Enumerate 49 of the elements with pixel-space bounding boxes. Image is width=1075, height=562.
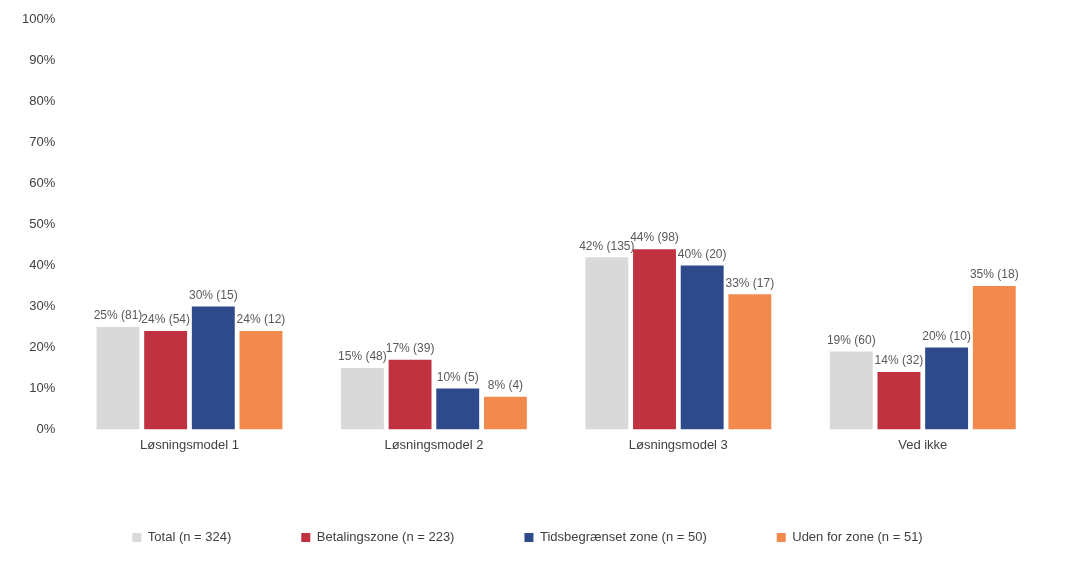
y-tick-label: 30% xyxy=(29,298,56,314)
bar xyxy=(972,286,1016,430)
bar xyxy=(829,351,873,430)
x-tick-label: Løsningsmodel 1 xyxy=(139,436,239,452)
y-tick-label: 70% xyxy=(29,134,56,150)
bar xyxy=(877,372,921,430)
data-label: 35% (18) xyxy=(969,267,1019,282)
legend-label: Total (n = 324) xyxy=(147,529,232,545)
data-label: 24% (12) xyxy=(236,312,286,327)
y-tick-label: 100% xyxy=(22,11,56,27)
bar xyxy=(585,257,629,430)
bar xyxy=(239,331,283,430)
y-tick-label: 0% xyxy=(36,420,56,436)
data-label: 15% (48) xyxy=(338,349,387,364)
x-tick-label: Løsningsmodel 2 xyxy=(384,436,484,452)
data-label: 8% (4) xyxy=(487,377,524,392)
data-label: 25% (81) xyxy=(93,308,143,323)
data-label: 14% (32) xyxy=(874,353,924,368)
data-label: 30% (15) xyxy=(188,287,238,302)
data-label: 40% (20) xyxy=(677,246,727,261)
bar xyxy=(728,294,772,430)
bar xyxy=(436,388,480,430)
bar xyxy=(340,367,384,430)
legend-label: Tidsbegrænset zone (n = 50) xyxy=(539,529,707,545)
legend-label: Betalingszone (n = 223) xyxy=(316,529,455,545)
data-label: 10% (5) xyxy=(436,369,479,384)
x-tick-label: Ved ikke xyxy=(898,436,948,452)
data-label: 19% (60) xyxy=(826,332,876,347)
bar xyxy=(925,347,969,430)
y-tick-label: 60% xyxy=(29,175,56,191)
bar xyxy=(144,331,188,430)
bar xyxy=(191,306,235,430)
data-label: 33% (17) xyxy=(725,275,775,290)
y-tick-label: 90% xyxy=(29,52,56,68)
y-tick-label: 80% xyxy=(29,93,56,109)
bar xyxy=(680,265,724,430)
data-label: 17% (39) xyxy=(385,341,435,356)
data-label: 24% (54) xyxy=(141,312,190,327)
x-tick-label: Løsningsmodel 3 xyxy=(628,436,728,452)
y-tick-label: 10% xyxy=(29,380,56,396)
y-tick-label: 50% xyxy=(29,216,56,232)
y-tick-label: 20% xyxy=(29,339,56,355)
bar xyxy=(483,396,527,430)
y-tick-label: 40% xyxy=(29,257,56,273)
data-label: 20% (10) xyxy=(922,328,971,343)
bar xyxy=(388,359,432,430)
bar xyxy=(633,249,676,430)
bar xyxy=(96,327,140,430)
legend-label: Uden for zone (n = 51) xyxy=(792,529,923,545)
